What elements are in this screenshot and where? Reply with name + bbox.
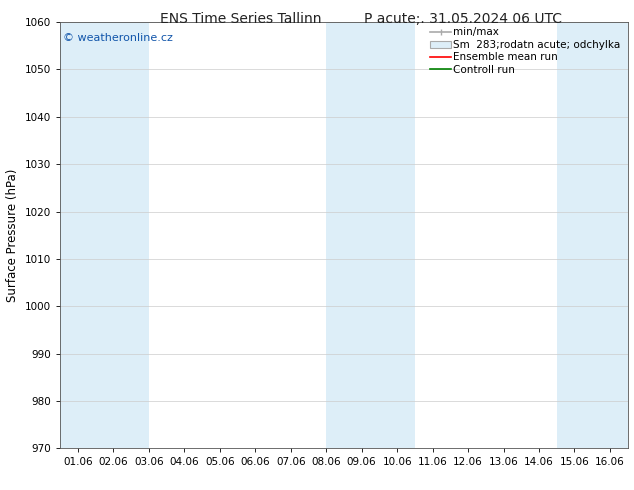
Text: © weatheronline.cz: © weatheronline.cz (63, 33, 173, 43)
Y-axis label: Surface Pressure (hPa): Surface Pressure (hPa) (6, 169, 20, 302)
Legend: min/max, Sm  283;rodatn acute; odchylka, Ensemble mean run, Controll run: min/max, Sm 283;rodatn acute; odchylka, … (428, 25, 624, 77)
Bar (60, 22, 149, 448)
Text: ENS Time Series Tallinn: ENS Time Series Tallinn (160, 12, 321, 26)
Bar (557, 22, 628, 448)
Bar (327, 22, 415, 448)
Text: P acute;. 31.05.2024 06 UTC: P acute;. 31.05.2024 06 UTC (364, 12, 562, 26)
